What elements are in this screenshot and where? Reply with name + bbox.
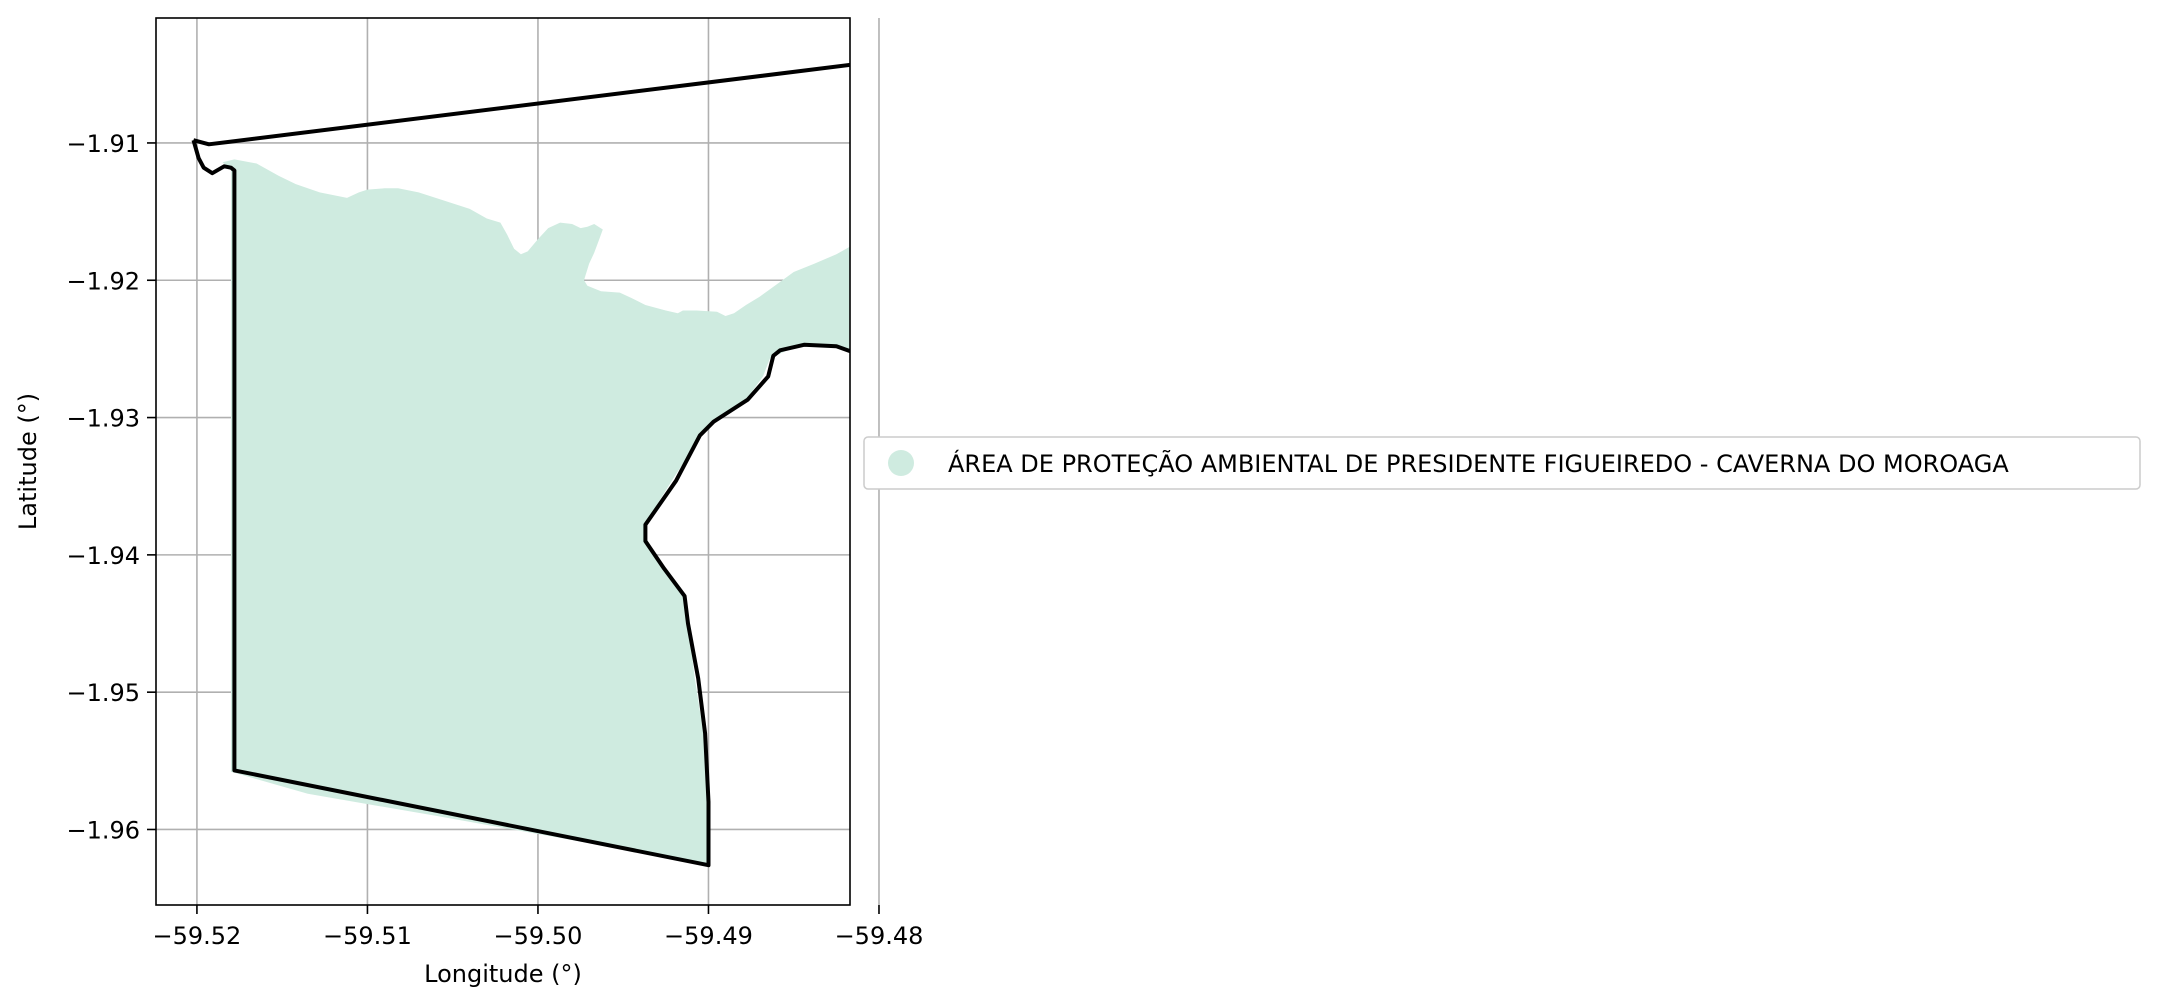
y-tick-label: −1.93: [66, 405, 140, 433]
y-tick-label: −1.92: [66, 267, 140, 295]
protected-area-polygon: [222, 159, 850, 866]
plot-area: [155, 17, 880, 906]
x-tick-label: −59.52: [153, 922, 242, 950]
plot-frame: [155, 17, 851, 906]
legend-marker: [888, 450, 914, 476]
y-tick-label: −1.91: [66, 130, 140, 158]
x-tick-label: −59.49: [664, 922, 753, 950]
x-tick-label: −59.51: [323, 922, 412, 950]
y-tick-label: −1.95: [66, 679, 140, 707]
y-tick-label: −1.96: [66, 816, 140, 844]
legend-frame: [863, 436, 2141, 490]
y-tick-label: −1.94: [66, 542, 140, 570]
legend: ÁREA DE PROTEÇÃO AMBIENTAL DE PRESIDENTE…: [863, 436, 2141, 490]
legend-entry-label: ÁREA DE PROTEÇÃO AMBIENTAL DE PRESIDENTE…: [948, 448, 2009, 478]
x-tick-label: −59.50: [494, 922, 583, 950]
x-tick-label: −59.48: [835, 922, 924, 950]
reference-boundary-line: [191, 62, 850, 868]
y-axis: −1.91 −1.92 −1.93 −1.94 −1.95 −1.96: [66, 130, 156, 844]
x-axis: −59.52 −59.51 −59.50 −59.49 −59.48: [153, 905, 924, 950]
x-axis-label: Longitude (°): [424, 960, 582, 988]
y-axis-label: Latitude (°): [14, 393, 42, 530]
